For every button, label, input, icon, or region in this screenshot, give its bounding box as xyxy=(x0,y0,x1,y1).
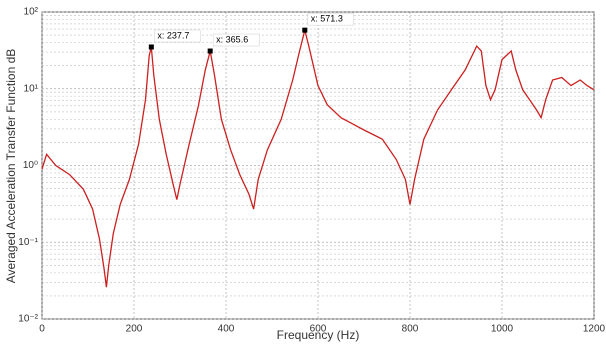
y-tick-label: 10¹ xyxy=(24,83,39,94)
y-tick-label: 10⁰ xyxy=(23,160,38,171)
x-tick-label: 200 xyxy=(126,324,143,335)
y-tick-label: 10² xyxy=(24,7,39,18)
data-line xyxy=(41,30,595,288)
annotation: x: 365.6 xyxy=(216,34,248,44)
x-tick-label: 400 xyxy=(218,324,235,335)
y-tick-label: 10⁻¹ xyxy=(18,237,38,248)
x-tick-label: 600 xyxy=(310,324,327,335)
x-tick-label: 1200 xyxy=(583,324,606,335)
x-tick-label: 800 xyxy=(402,324,419,335)
annotation-box xyxy=(307,12,355,26)
peak-marker xyxy=(302,27,308,33)
peak-marker xyxy=(148,44,154,50)
annotation-box xyxy=(212,33,260,47)
annotation-box xyxy=(154,29,201,43)
annotation: x: 237.7 xyxy=(157,30,189,40)
y-tick-label: 10⁻² xyxy=(18,314,38,325)
peak-marker xyxy=(207,48,213,54)
x-tick-label: 1000 xyxy=(491,324,514,335)
x-tick-label: 0 xyxy=(39,324,45,335)
x-axis-label: Frequency (Hz) xyxy=(277,328,360,342)
y-axis-label: Averaged Acceleration Transfer Function … xyxy=(4,49,18,284)
annotation: x: 571.3 xyxy=(311,14,343,24)
